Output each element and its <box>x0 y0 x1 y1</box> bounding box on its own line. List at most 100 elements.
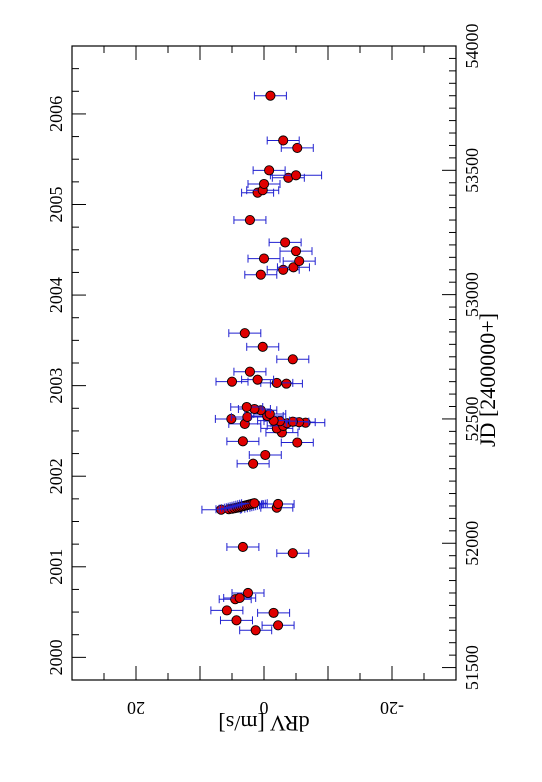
data-marker <box>278 264 289 275</box>
year-tick-label: 2005 <box>46 187 66 223</box>
data-marker <box>252 374 263 385</box>
data-point <box>252 165 286 176</box>
x-axis-label: JD [2400000+] <box>475 313 500 447</box>
rv-tick-label: 0 <box>260 698 269 718</box>
data-marker <box>273 620 284 631</box>
data-point <box>236 458 270 469</box>
jd-tick-label: 54000 <box>462 24 482 69</box>
data-marker <box>244 366 255 377</box>
data-marker <box>226 376 238 387</box>
data-marker <box>281 378 292 389</box>
data-point <box>226 541 260 553</box>
data-marker <box>271 377 282 388</box>
data-marker <box>257 341 268 352</box>
data-marker <box>221 605 232 616</box>
data-marker <box>292 142 303 153</box>
data-marker <box>242 411 253 423</box>
jd-tick-label: 52000 <box>462 521 482 566</box>
data-point <box>246 341 280 352</box>
data-marker <box>290 170 302 181</box>
data-marker <box>288 262 299 273</box>
data-marker <box>248 458 259 469</box>
jd-tick-label: 53000 <box>462 272 482 317</box>
data-point <box>219 615 253 626</box>
data-point <box>269 378 303 389</box>
data-point <box>233 214 267 226</box>
data-marker <box>258 253 270 264</box>
data-point <box>248 449 282 461</box>
data-marker <box>241 401 252 413</box>
data-marker <box>287 548 298 559</box>
data-point <box>276 262 310 273</box>
data-point <box>261 620 295 631</box>
jd-tick-label: 51500 <box>462 645 482 690</box>
data-point <box>210 605 244 616</box>
data-point <box>231 587 265 599</box>
data-marker <box>273 498 284 510</box>
data-marker <box>234 592 245 604</box>
data-marker <box>264 165 275 176</box>
data-point <box>247 178 281 190</box>
data-point <box>279 246 313 257</box>
data-point <box>261 498 295 510</box>
data-point <box>241 498 268 509</box>
data-marker <box>237 436 248 447</box>
data-marker <box>264 408 275 420</box>
data-point <box>223 592 257 604</box>
jd-tick-label: 52500 <box>462 396 482 441</box>
data-marker <box>290 246 302 257</box>
data-marker <box>237 541 248 553</box>
year-tick-label: 2002 <box>46 458 66 494</box>
data-point <box>239 625 273 636</box>
data-marker <box>280 237 291 248</box>
jd-axis: 51500 52000 52500 53000 53500 54000 <box>442 24 482 690</box>
data-marker <box>244 214 255 226</box>
data-point <box>241 374 275 385</box>
data-marker <box>278 135 289 146</box>
data-point <box>226 436 260 447</box>
data-marker <box>294 256 305 267</box>
data-marker <box>231 615 242 626</box>
data-marker <box>239 328 250 339</box>
data-marker <box>287 354 298 365</box>
data-point <box>230 401 264 413</box>
data-point <box>276 354 310 365</box>
data-point <box>253 90 287 101</box>
year-tick-label: 2004 <box>46 277 66 313</box>
data-point <box>228 328 262 339</box>
year-axis: 2000 2001 2002 2003 2004 2005 2006 <box>46 45 86 681</box>
data-marker <box>255 269 266 280</box>
jd-tick-label: 53500 <box>462 148 482 193</box>
rv-axis: 20 0 -20 <box>71 46 457 718</box>
data-point <box>244 269 278 280</box>
plot-frame <box>71 45 457 681</box>
data-point <box>233 366 267 377</box>
data-marker <box>265 90 276 101</box>
data-point <box>215 376 249 387</box>
data-marker <box>258 178 270 190</box>
rv-tick-label: 20 <box>127 698 145 718</box>
data-marker <box>250 625 261 636</box>
y-axis-label: dRV [m/s] <box>218 711 309 736</box>
data-marker <box>260 449 271 461</box>
data-marker <box>249 498 260 509</box>
year-tick-label: 2006 <box>46 96 66 132</box>
data-point <box>280 437 314 448</box>
data-point <box>257 607 291 618</box>
data-point <box>266 135 300 146</box>
data-point <box>268 237 302 248</box>
data-point <box>282 256 316 267</box>
data-marker <box>242 587 254 599</box>
data-point <box>269 170 323 181</box>
year-tick-label: 2000 <box>46 639 66 675</box>
data-point <box>276 548 310 559</box>
rv-tick-label: -20 <box>380 698 404 718</box>
year-tick-label: 2003 <box>46 368 66 404</box>
data-points <box>201 90 326 636</box>
data-marker <box>292 437 303 448</box>
year-tick-label: 2001 <box>46 549 66 585</box>
data-point <box>247 253 281 264</box>
data-marker <box>268 607 279 618</box>
data-point <box>280 142 314 153</box>
